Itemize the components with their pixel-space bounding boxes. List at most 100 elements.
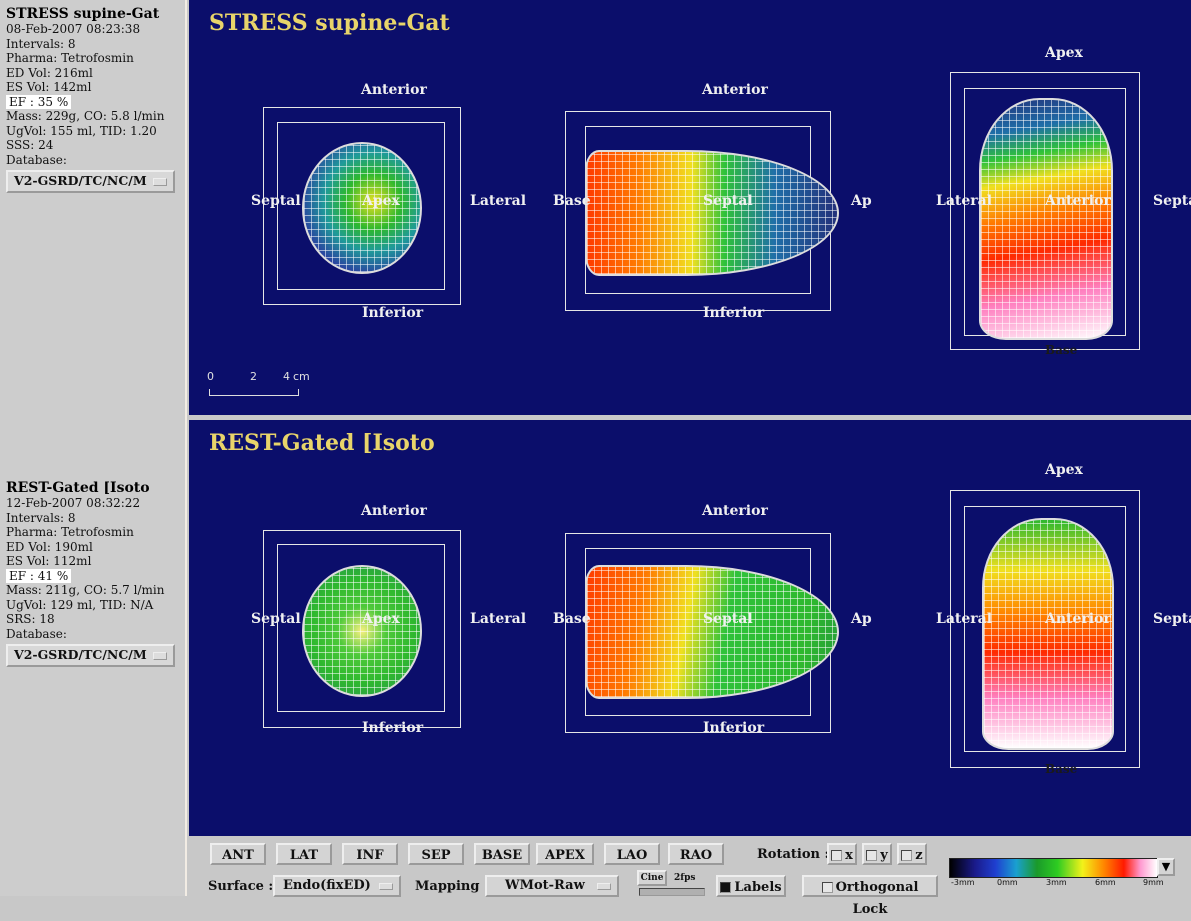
label-anterior: Anterior	[702, 82, 768, 98]
colorbar-tick: -3mm	[951, 878, 975, 887]
label-lateral: Lateral	[936, 611, 993, 627]
mapping-select[interactable]: WMot-Raw	[485, 875, 619, 897]
labels-toggle-label: Labels	[734, 880, 782, 895]
rest-date: 12-Feb-2007 08:32:22	[6, 496, 141, 510]
view-inf-button[interactable]: INF	[342, 843, 398, 865]
rotate-z-label: z	[915, 848, 923, 863]
rest-short-axis-surface[interactable]	[302, 565, 422, 697]
vertical-axis-inner-frame	[964, 506, 1126, 752]
label-septal: Septa	[1153, 611, 1191, 627]
checkbox-icon	[866, 850, 878, 861]
label-base-bottom: Base	[1045, 762, 1078, 776]
rest-long-axis-surface[interactable]	[585, 565, 839, 699]
view-apex-button[interactable]: APEX	[536, 843, 594, 865]
cine-rate: 2fps	[674, 873, 696, 883]
label-inferior: Inferior	[703, 305, 765, 321]
rest-panel-title: REST-Gated [Isoto	[209, 430, 435, 456]
orthogonal-lock-label: Orthogonal Lock	[835, 880, 919, 917]
stress-ugvol: UgVol: 155 ml, TID: 1.20	[6, 123, 157, 138]
stress-vertical-surface[interactable]	[979, 98, 1113, 340]
stress-score: SSS: 24	[6, 138, 54, 152]
view-lao-button[interactable]: LAO	[604, 843, 660, 865]
label-base-bottom: Base	[1045, 343, 1078, 357]
vertical-axis-frame	[950, 490, 1140, 768]
view-lat-button[interactable]: LAT	[276, 843, 332, 865]
stress-long-axis-surface[interactable]	[585, 150, 839, 276]
label-inferior: Inferior	[362, 305, 424, 321]
rest-database-label: Database:	[6, 626, 67, 641]
short-axis-frame	[263, 530, 461, 728]
short-axis-frame	[263, 107, 461, 305]
vertical-axis-frame	[950, 72, 1140, 350]
scale-tick-2: 2	[250, 370, 257, 383]
rest-pharma: Pharma: Tetrofosmin	[6, 525, 134, 539]
rest-score: SRS: 18	[6, 612, 55, 626]
label-anterior: Anterior	[361, 82, 427, 98]
view-ant-button[interactable]: ANT	[210, 843, 266, 865]
label-base: Base	[553, 193, 591, 209]
rotate-y-label: y	[880, 848, 888, 863]
label-base: Base	[553, 611, 591, 627]
stress-ed-vol: ED Vol: 216ml	[6, 65, 93, 80]
label-lateral: Lateral	[936, 193, 993, 209]
rest-ed-vol: ED Vol: 190ml	[6, 539, 93, 554]
checkbox-icon	[821, 882, 833, 893]
scale-tick-0: 0	[207, 370, 214, 383]
stress-panel[interactable]: STRESS supine-Gat Anterior Septal Apex L…	[189, 0, 1191, 415]
label-ap: Ap	[851, 193, 872, 209]
colorbar-menu-icon[interactable]: ▼	[1157, 858, 1175, 876]
rest-intervals: Intervals: 8	[6, 510, 76, 525]
rest-panel[interactable]: REST-Gated [Isoto Anterior Septal Apex L…	[189, 420, 1191, 836]
rotate-y-toggle[interactable]: y	[862, 843, 892, 865]
panel-divider	[189, 415, 1191, 420]
rest-database-select[interactable]: V2-GSRD/TC/NC/M	[6, 644, 175, 667]
short-axis-inner-frame	[277, 122, 445, 290]
rest-database-value: V2-GSRD/TC/NC/M	[14, 647, 147, 662]
label-septal: Septal	[251, 611, 301, 627]
stress-intervals: Intervals: 8	[6, 36, 76, 51]
stress-database-label: Database:	[6, 152, 67, 167]
surface-value: Endo(fixED)	[283, 878, 371, 893]
view-rao-button[interactable]: RAO	[668, 843, 724, 865]
rest-study-title: REST-Gated [Isoto	[6, 480, 150, 496]
label-septal: Septal	[251, 193, 301, 209]
rest-vertical-surface[interactable]	[982, 518, 1114, 750]
toolbar: ANT LAT INF SEP BASE APEX LAO RAO Rotati…	[189, 836, 1191, 917]
label-ap: Ap	[851, 611, 872, 627]
label-inferior: Inferior	[703, 720, 765, 736]
dropdown-icon	[379, 883, 393, 890]
labels-toggle[interactable]: Labels	[716, 875, 786, 897]
label-septal: Septal	[703, 193, 753, 209]
sidebar: STRESS supine-Gat 08-Feb-2007 08:23:38 I…	[0, 0, 187, 896]
short-axis-inner-frame	[277, 544, 445, 712]
stress-info-block: STRESS supine-Gat 08-Feb-2007 08:23:38 I…	[6, 6, 175, 193]
stress-short-axis-surface[interactable]	[302, 142, 422, 274]
stress-ef: EF : 35 %	[6, 94, 72, 109]
colorbar-tick: 0mm	[997, 878, 1018, 887]
surface-label: Surface :	[208, 879, 274, 894]
colorbar-tick: 6mm	[1095, 878, 1116, 887]
surface-select[interactable]: Endo(fixED)	[273, 875, 401, 897]
label-apex-top: Apex	[1045, 462, 1083, 478]
view-sep-button[interactable]: SEP	[408, 843, 464, 865]
label-inferior: Inferior	[362, 720, 424, 736]
cine-slider[interactable]	[639, 888, 705, 896]
colorbar-tick: 3mm	[1046, 878, 1067, 887]
dropdown-icon	[152, 651, 167, 660]
label-septal: Septal	[703, 611, 753, 627]
orthogonal-lock-toggle[interactable]: Orthogonal Lock	[802, 875, 938, 917]
rotate-z-toggle[interactable]: z	[897, 843, 927, 865]
checkbox-icon	[831, 850, 843, 861]
stress-database-select[interactable]: V2-GSRD/TC/NC/M	[6, 170, 175, 193]
cine-button[interactable]: Cine	[637, 870, 667, 886]
label-apex-top: Apex	[1045, 45, 1083, 61]
view-base-button[interactable]: BASE	[474, 843, 530, 865]
label-anterior: Anterior	[361, 503, 427, 519]
dropdown-icon	[597, 883, 611, 890]
rest-ef: EF : 41 %	[6, 568, 72, 583]
color-scale-bar	[949, 858, 1158, 878]
label-anterior: Anterior	[1045, 611, 1111, 627]
rotation-label: Rotation :	[757, 847, 830, 862]
rotate-x-toggle[interactable]: x	[827, 843, 857, 865]
rest-mass: Mass: 211g, CO: 5.7 l/min	[6, 583, 165, 597]
